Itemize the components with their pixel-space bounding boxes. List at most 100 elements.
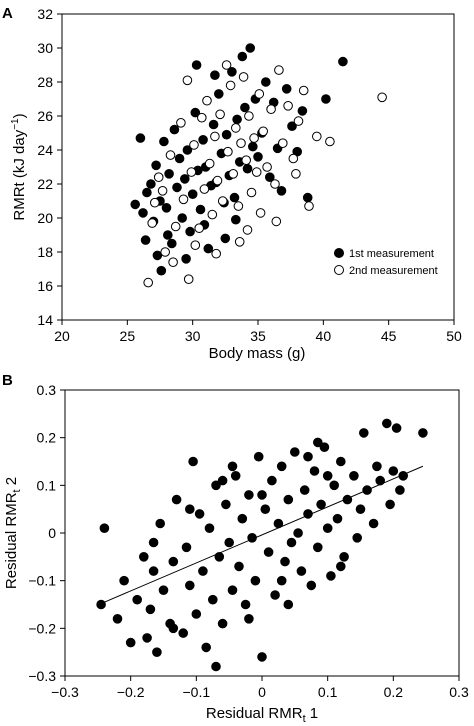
point-1st-measurement: [210, 70, 220, 80]
point-1st-measurement: [240, 102, 250, 113]
point-residual: [96, 599, 106, 610]
point-1st-measurement: [297, 106, 308, 116]
point-residual: [349, 471, 359, 481]
point-2nd-measurement: [160, 247, 170, 257]
point-residual: [326, 571, 336, 581]
panel-a-y-axis-label-main: RMRt (kJ day: [11, 129, 28, 220]
point-2nd-measurement: [176, 118, 186, 128]
point-residual: [227, 461, 238, 472]
legend-1st-measurement: 1st measurement: [349, 248, 434, 260]
point-1st-measurement: [177, 213, 187, 223]
point-2nd-measurement: [183, 274, 194, 285]
point-residual: [253, 451, 264, 462]
panel-b-y-axis-label-tail: 2: [3, 477, 20, 490]
point-residual: [267, 475, 277, 486]
point-residual: [139, 552, 149, 562]
point-2nd-measurement: [236, 138, 246, 148]
point-2nd-measurement: [165, 150, 176, 160]
point-residual: [224, 537, 234, 548]
point-1st-measurement: [169, 124, 180, 135]
panel-b-y-axis-label-sub: t: [11, 489, 23, 492]
point-residual: [276, 461, 287, 472]
panel-a-legend: 1st measurement 2nd measurement: [334, 248, 438, 277]
panel-a: A 20 25 30 35 40 45 50 14 16 18 20 22 24 26 28 30 32 Bo…: [2, 5, 462, 362]
point-residual: [221, 499, 231, 510]
point-residual: [329, 480, 340, 491]
point-1st-measurement: [140, 235, 151, 245]
point-residual: [339, 552, 349, 562]
panel-b-y-tick-label: 0.1: [37, 477, 57, 493]
point-2nd-measurement: [298, 85, 309, 96]
point-residual: [280, 556, 290, 567]
point-residual: [273, 518, 284, 529]
point-2nd-measurement: [270, 179, 280, 189]
point-2nd-measurement: [211, 248, 221, 259]
point-residual: [293, 528, 303, 538]
panel-b-points: [96, 418, 428, 672]
point-residual: [247, 533, 257, 543]
point-2nd-measurement: [225, 80, 236, 91]
point-2nd-measurement: [271, 216, 282, 227]
point-1st-measurement: [321, 94, 331, 104]
point-residual: [342, 494, 353, 505]
point-residual: [313, 542, 323, 553]
point-residual: [303, 509, 313, 519]
panel-b-x-tick-label: −0.3: [51, 684, 79, 700]
panel-a-y-axis-label: RMRt (kJ day−1): [10, 113, 28, 220]
panel-a-x-tick-label: 40: [316, 328, 332, 344]
point-1st-measurement: [152, 250, 163, 261]
point-2nd-measurement: [234, 237, 245, 247]
point-residual: [336, 456, 346, 467]
point-residual: [168, 556, 179, 567]
point-2nd-measurement: [150, 197, 160, 208]
point-2nd-measurement: [377, 92, 387, 103]
point-2nd-measurement: [255, 208, 266, 218]
panel-b-x-tick-label: −0.2: [117, 684, 145, 700]
panel-a-y-tick-label: 16: [37, 278, 53, 294]
panel-b-x-tick-label: 0.2: [384, 684, 404, 700]
point-1st-measurement: [163, 230, 173, 240]
panel-a-x-tick-label: 50: [446, 328, 462, 344]
point-2nd-measurement: [178, 194, 189, 205]
point-residual: [191, 609, 202, 619]
point-1st-measurement: [182, 145, 193, 155]
panel-b-y-tick-label: −0.2: [28, 620, 56, 636]
panel-a-y-axis-label-superscript: −1: [10, 118, 21, 130]
panel-a-x-tick-label: 35: [250, 328, 266, 344]
point-residual: [336, 561, 346, 572]
point-residual: [250, 575, 261, 586]
panel-a-x-axis-label: Body mass (g): [209, 345, 306, 362]
point-residual: [316, 499, 326, 510]
point-2nd-measurement: [143, 277, 153, 288]
point-residual: [185, 580, 195, 591]
point-1st-measurement: [130, 199, 140, 210]
point-residual: [270, 590, 280, 600]
point-1st-measurement: [172, 182, 182, 193]
point-1st-measurement: [232, 114, 242, 125]
point-residual: [208, 594, 218, 605]
point-1st-measurement: [156, 265, 167, 276]
point-residual: [211, 661, 221, 672]
point-residual: [244, 614, 254, 624]
panel-a-y-tick-label: 18: [37, 244, 53, 260]
point-1st-measurement: [265, 172, 275, 182]
point-residual: [283, 494, 294, 505]
panel-b-label: B: [2, 372, 13, 389]
panel-b-x-tick-label: 0.1: [318, 684, 338, 700]
point-residual: [201, 642, 211, 653]
point-1st-measurement: [138, 208, 148, 218]
panel-b-y-axis-label: Residual RMRt 2: [3, 477, 23, 589]
point-residual: [355, 504, 366, 515]
panel-b-x-axis-label-main: Residual RMR: [206, 705, 303, 722]
point-residual: [257, 652, 267, 662]
point-1st-measurement: [203, 243, 214, 254]
panel-b-plot-frame: [64, 389, 460, 677]
point-1st-measurement: [208, 119, 219, 130]
panel-a-y-tick-label: 28: [37, 74, 53, 90]
point-1st-measurement: [161, 203, 172, 213]
point-1st-measurement: [220, 233, 231, 244]
point-residual: [322, 523, 333, 534]
panel-a-y-ticks: 14 16 18 20 22 24 26 28 30 32: [37, 6, 62, 328]
point-residual: [368, 518, 379, 529]
point-2nd-measurement: [244, 111, 254, 121]
